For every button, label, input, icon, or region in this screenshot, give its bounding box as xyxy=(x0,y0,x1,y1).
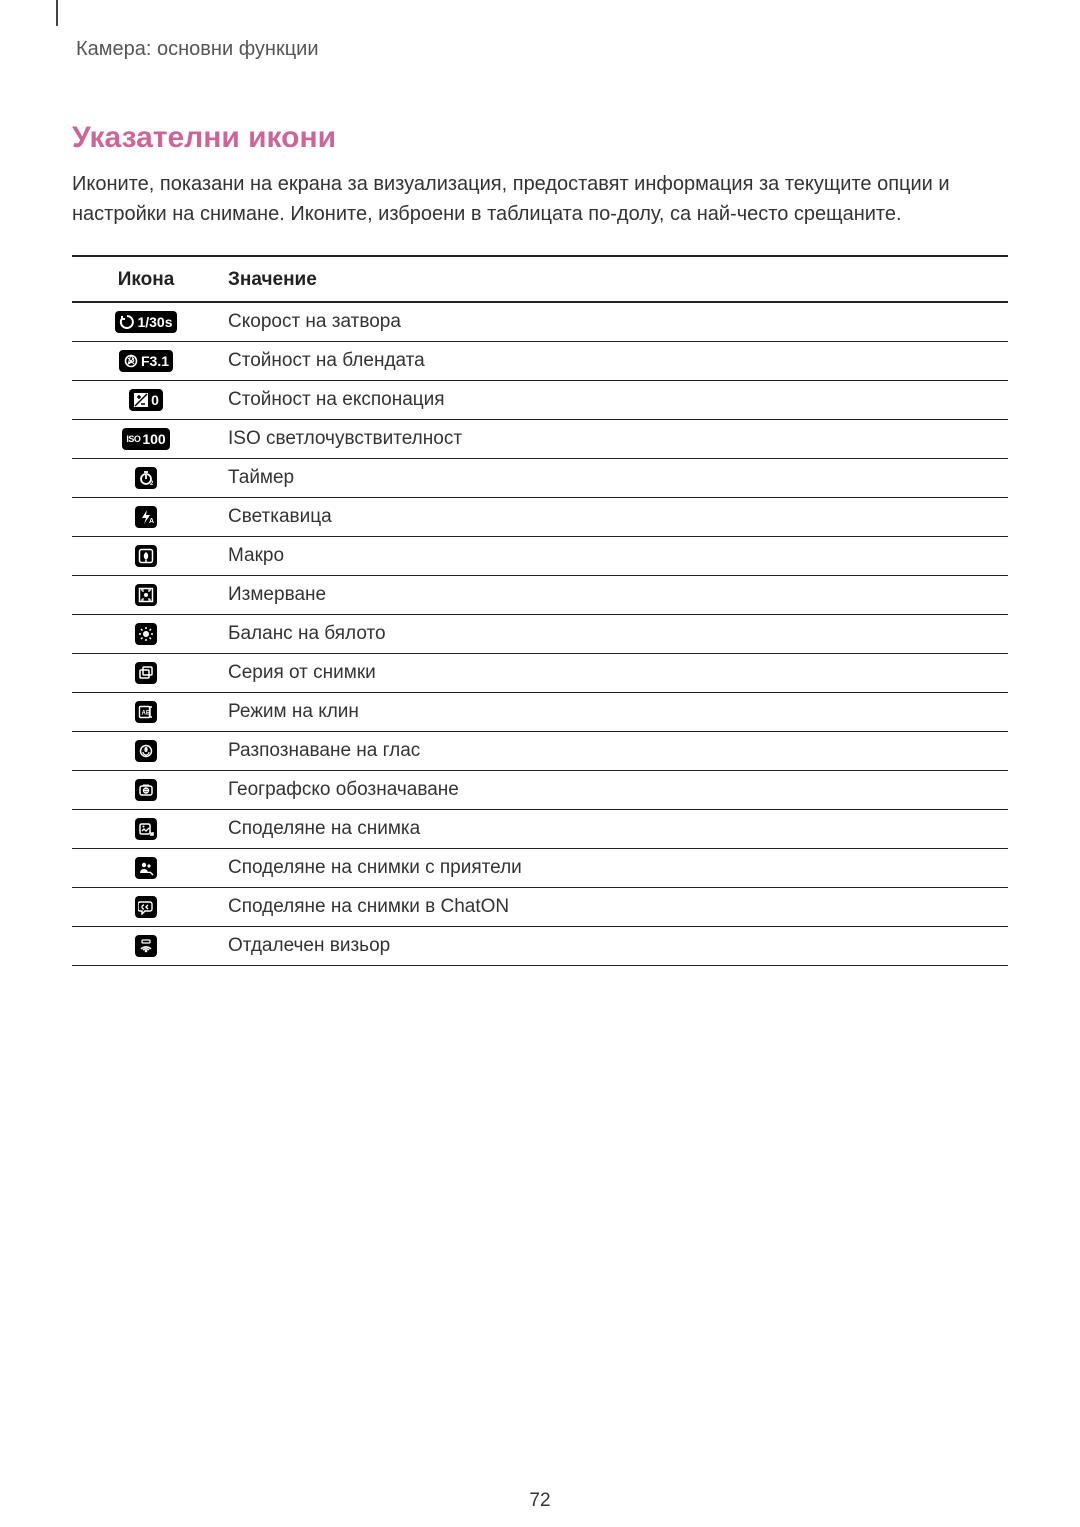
flash-icon: A xyxy=(72,498,220,537)
icons-table: Икона Значение 1/30sСкорост на затвораF3… xyxy=(72,255,1008,966)
col-header-icon: Икона xyxy=(72,256,220,302)
burst-icon xyxy=(72,654,220,693)
icon-meaning: Макро xyxy=(220,537,1008,576)
table-row: Серия от снимки xyxy=(72,654,1008,693)
icon-meaning: Светкавица xyxy=(220,498,1008,537)
table-row: Измерване xyxy=(72,576,1008,615)
table-row: Географско обозначаване xyxy=(72,771,1008,810)
icon-meaning: Режим на клин xyxy=(220,693,1008,732)
section-heading: Указателни икони xyxy=(72,121,1008,155)
table-row: Споделяне на снимки в ChatON xyxy=(72,888,1008,927)
share-icon xyxy=(72,810,220,849)
icon-meaning: Географско обозначаване xyxy=(220,771,1008,810)
exposure-icon: 0 xyxy=(72,381,220,420)
wb-icon xyxy=(72,615,220,654)
page-root: Камера: основни функции Указателни икони… xyxy=(0,0,1080,966)
table-row: F3.1Стойност на блендата xyxy=(72,342,1008,381)
icon-meaning: Таймер xyxy=(220,459,1008,498)
table-row: A Светкавица xyxy=(72,498,1008,537)
table-row: Споделяне на снимки с приятели xyxy=(72,849,1008,888)
table-row: ISO100ISO светлочувствителност xyxy=(72,420,1008,459)
col-header-meaning: Значение xyxy=(220,256,1008,302)
table-row: Разпознаване на глас xyxy=(72,732,1008,771)
icon-meaning: Измерване xyxy=(220,576,1008,615)
svg-text:2: 2 xyxy=(150,481,154,486)
macro-icon xyxy=(72,537,220,576)
table-row: Отдалечен визьор xyxy=(72,927,1008,966)
page-number: 72 xyxy=(0,1490,1080,1512)
icon-meaning: Отдалечен визьор xyxy=(220,927,1008,966)
breadcrumb: Камера: основни функции xyxy=(76,38,1008,61)
geotag-icon xyxy=(72,771,220,810)
icon-meaning: Разпознаване на глас xyxy=(220,732,1008,771)
icon-meaning: Баланс на бялото xyxy=(220,615,1008,654)
icon-meaning: Споделяне на снимки в ChatON xyxy=(220,888,1008,927)
table-header-row: Икона Значение xyxy=(72,256,1008,302)
top-rule-mark xyxy=(56,0,58,26)
intro-paragraph: Иконите, показани на екрана за визуализа… xyxy=(72,169,1008,229)
icon-meaning: ISO светлочувствителност xyxy=(220,420,1008,459)
icon-meaning: Серия от снимки xyxy=(220,654,1008,693)
icon-meaning: Скорост на затвора xyxy=(220,302,1008,342)
table-row: Споделяне на снимка xyxy=(72,810,1008,849)
icon-meaning: Споделяне на снимка xyxy=(220,810,1008,849)
icon-meaning: Стойност на блендата xyxy=(220,342,1008,381)
table-row: 2 Таймер xyxy=(72,459,1008,498)
table-row: Макро xyxy=(72,537,1008,576)
chaton-icon xyxy=(72,888,220,927)
shutter-icon: 1/30s xyxy=(72,302,220,342)
metering-icon xyxy=(72,576,220,615)
voice-icon xyxy=(72,732,220,771)
table-row: Баланс на бялото xyxy=(72,615,1008,654)
svg-text:A: A xyxy=(149,518,154,525)
table-row: 1/30sСкорост на затвора xyxy=(72,302,1008,342)
wedge-icon: AE xyxy=(72,693,220,732)
timer-icon: 2 xyxy=(72,459,220,498)
icon-meaning: Споделяне на снимки с приятели xyxy=(220,849,1008,888)
aperture-icon: F3.1 xyxy=(72,342,220,381)
buddyshare-icon xyxy=(72,849,220,888)
table-row: 0Стойност на експонация xyxy=(72,381,1008,420)
remote-icon xyxy=(72,927,220,966)
iso-icon: ISO100 xyxy=(72,420,220,459)
svg-text:AE: AE xyxy=(142,711,150,717)
table-row: AE Режим на клин xyxy=(72,693,1008,732)
icon-meaning: Стойност на експонация xyxy=(220,381,1008,420)
